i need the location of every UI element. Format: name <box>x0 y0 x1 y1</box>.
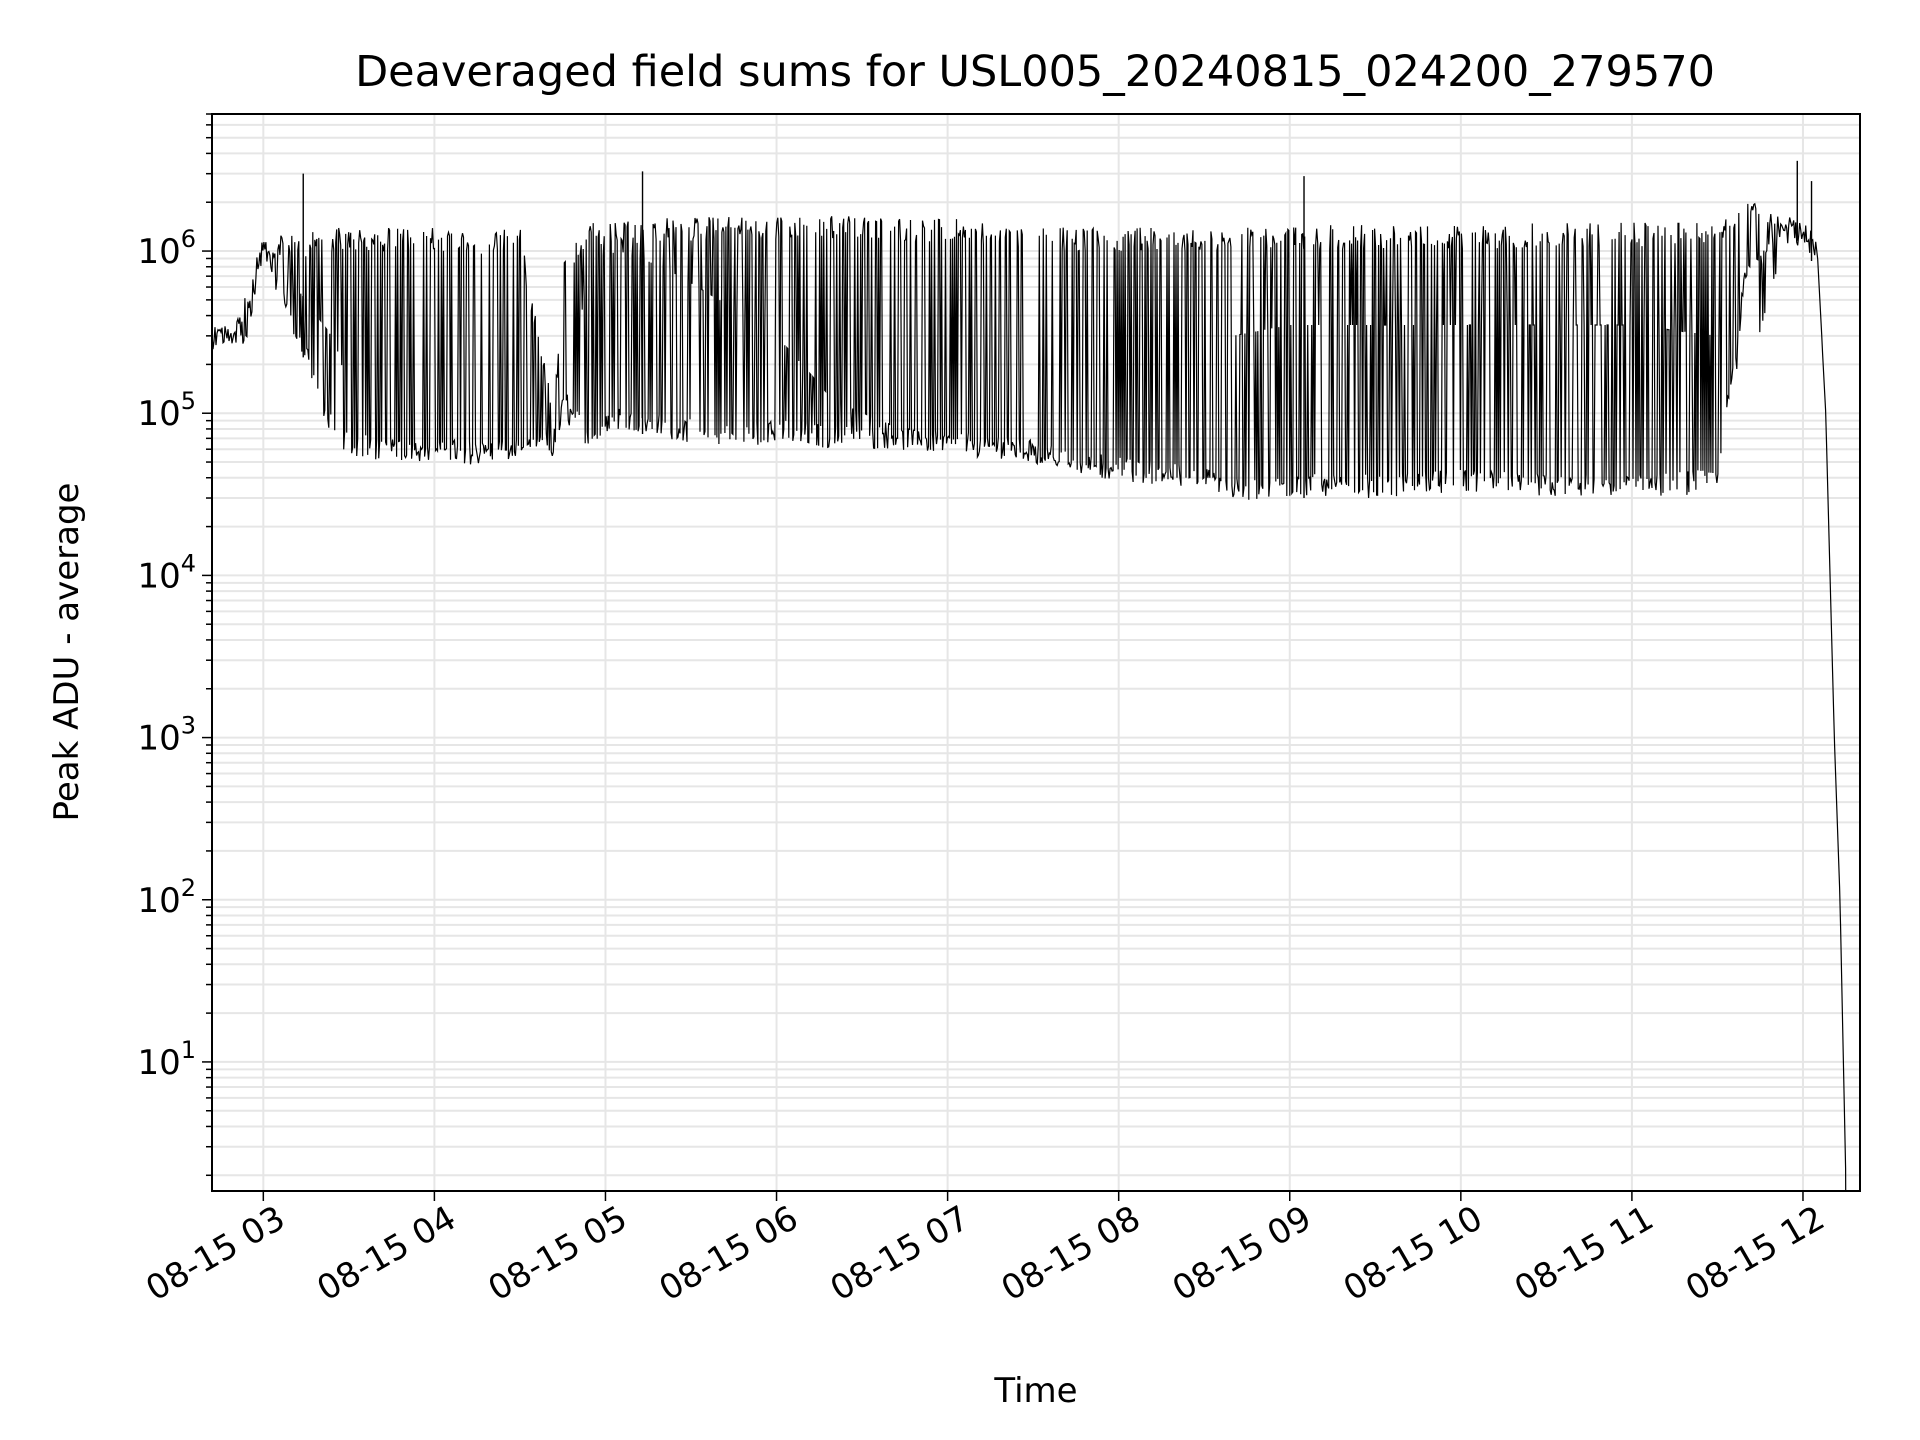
series-line <box>211 202 1847 1192</box>
data-series <box>211 160 1847 1192</box>
y-tick-label: 105 <box>137 387 196 434</box>
chart-title: Deaveraged field sums for USL005_2024081… <box>355 47 1715 97</box>
y-tick-label: 101 <box>137 1036 196 1083</box>
y-axis-label: Peak ADU - average <box>47 483 87 822</box>
y-tick-label: 106 <box>137 225 196 272</box>
x-axis-label: Time <box>993 1371 1077 1411</box>
plot-frame <box>211 113 1861 1192</box>
grid-lines <box>212 113 1860 1191</box>
y-tick-label: 103 <box>137 712 196 759</box>
y-tick-label: 102 <box>137 874 196 921</box>
y-axis: 101 102 103 104 105 106 <box>137 113 212 1177</box>
y-tick-label: 104 <box>137 549 196 596</box>
